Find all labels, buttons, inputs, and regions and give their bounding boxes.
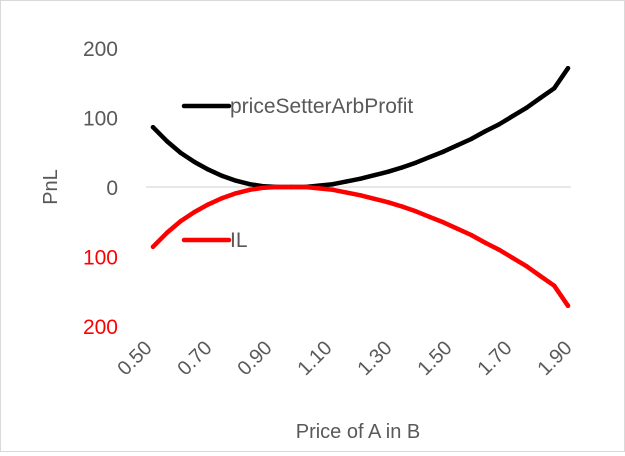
data-point — [330, 182, 336, 187]
data-point — [455, 143, 460, 148]
data-point — [372, 196, 377, 202]
data-point — [468, 136, 474, 142]
data-point — [289, 184, 294, 190]
x-tick-label: 1.90 — [533, 337, 576, 380]
data-point — [344, 179, 349, 184]
data-point — [206, 202, 211, 207]
data-point — [247, 187, 253, 192]
data-point — [427, 214, 432, 220]
series-layer — [150, 65, 571, 309]
data-point — [482, 129, 488, 134]
data-point — [538, 95, 543, 101]
y-tick-label: 100 — [83, 108, 118, 131]
data-point — [192, 159, 197, 165]
series-line-il — [150, 184, 571, 309]
y-axis-title: PnL — [40, 169, 62, 205]
data-point — [524, 264, 529, 269]
data-point — [441, 220, 446, 225]
data-point — [178, 218, 183, 224]
data-point — [385, 200, 391, 205]
series-line-pricesetterarbprofit — [150, 65, 571, 190]
data-point — [302, 184, 308, 190]
data-point — [524, 105, 529, 110]
data-point — [233, 191, 239, 196]
legend-item-il: IL — [181, 229, 248, 252]
data-point — [233, 178, 239, 183]
series-il — [150, 184, 571, 309]
data-point — [399, 165, 405, 170]
data-point — [164, 230, 170, 236]
data-point — [219, 173, 225, 179]
legend-label: IL — [230, 229, 248, 252]
data-point — [206, 167, 211, 172]
data-point — [358, 193, 363, 198]
y-tick-label: 200 — [83, 316, 118, 339]
legend-label: priceSetterArbProfit — [230, 95, 413, 118]
x-tick-label: 0.90 — [233, 337, 276, 380]
data-point — [413, 160, 419, 165]
data-point — [219, 195, 225, 201]
y-tick-label: 200 — [83, 38, 118, 61]
data-point — [316, 186, 322, 191]
x-tick-labels: 0.50 0.70 0.90 1.10 1.30 1.50 1.70 1.90 — [113, 337, 576, 380]
data-point — [261, 185, 266, 190]
data-point — [482, 240, 488, 245]
data-point — [413, 209, 419, 214]
inline-legend: priceSetterArbProfit IL — [181, 95, 413, 252]
data-point — [551, 283, 557, 288]
y-tick-label: 0 — [106, 177, 118, 200]
data-point — [538, 273, 543, 279]
data-point — [178, 150, 183, 156]
data-point — [372, 172, 377, 178]
x-tick-label: 1.30 — [353, 337, 396, 380]
series-pricesetterarbprofit — [150, 65, 571, 190]
data-point — [468, 232, 474, 238]
x-tick-label: 1.10 — [293, 337, 336, 380]
legend-item-pricesetterarbprofit: priceSetterArbProfit — [181, 95, 413, 118]
data-point — [330, 187, 336, 192]
data-point — [551, 86, 557, 91]
data-point — [344, 190, 349, 195]
data-point — [427, 154, 432, 160]
data-point — [192, 209, 197, 215]
data-point — [510, 113, 515, 119]
data-point — [441, 149, 446, 154]
data-point — [510, 255, 515, 261]
data-point — [399, 204, 405, 209]
data-point — [247, 182, 253, 187]
data-point — [358, 176, 363, 181]
x-tick-label: 1.70 — [473, 337, 516, 380]
y-tick-label: 100 — [83, 247, 118, 270]
data-point — [275, 184, 280, 190]
data-point — [565, 303, 571, 309]
y-tick-labels: 200 100 0 100 200 — [83, 38, 118, 339]
x-axis-title: Price of A in B — [296, 421, 421, 443]
data-point — [496, 122, 502, 127]
x-tick-label: 0.70 — [173, 337, 216, 380]
data-point — [496, 247, 502, 252]
x-tick-label: 0.50 — [113, 337, 156, 380]
data-point — [385, 169, 391, 174]
x-tick-label: 1.50 — [413, 337, 456, 380]
data-point — [164, 138, 170, 144]
data-point — [455, 226, 460, 231]
data-point — [150, 244, 156, 249]
data-point — [565, 65, 571, 71]
data-point — [150, 125, 156, 130]
